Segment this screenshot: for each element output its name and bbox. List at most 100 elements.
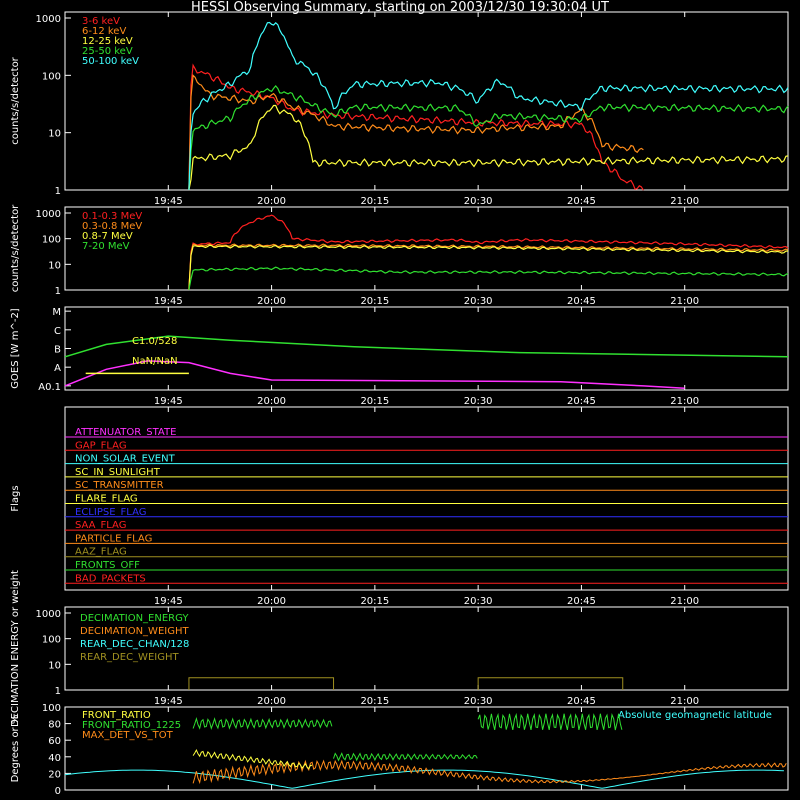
x-tick-label: 20:45 — [567, 396, 596, 407]
x-tick-label: 19:45 — [154, 696, 183, 707]
x-tick-label: 20:45 — [567, 196, 596, 207]
ratio-y-tick-label: 40 — [48, 753, 61, 764]
page-title: HESSI Observing Summary, starting on 200… — [191, 0, 609, 15]
flag-label: ATTENUATOR_STATE — [75, 427, 176, 438]
goes-y-tick-label: A0.1 — [38, 382, 61, 393]
gamma-legend-entry: 0.1-0.3 MeV — [82, 211, 142, 222]
xray-series-3 — [188, 84, 789, 191]
x-tick-label: 19:45 — [154, 296, 183, 307]
gamma-y-tick-label: 10 — [48, 260, 61, 271]
xray-series-1 — [188, 74, 644, 191]
goes-annotation-nan: NaN/NaN — [132, 356, 178, 367]
x-tick-label: 20:15 — [360, 396, 389, 407]
flag-label: ECLIPSE_FLAG — [75, 507, 146, 518]
x-tick-label: 19:45 — [154, 396, 183, 407]
decimation-weight-block — [477, 677, 624, 690]
xray-legend-entry: 25-50 keV — [82, 46, 133, 57]
panel-frame-4 — [64, 606, 789, 691]
x-tick-label: 20:30 — [464, 596, 493, 607]
flag-label: GAP_FLAG — [75, 440, 127, 451]
gamma-y-tick-label: 100 — [42, 235, 61, 246]
xray-legend-entry: 6-12 keV — [82, 26, 126, 37]
flag-label: SC_IN_SUNLIGHT — [75, 467, 161, 478]
x-tick-label: 20:00 — [257, 696, 286, 707]
gamma-y-axis-label: counts/s/detector — [10, 204, 21, 292]
flag-label: FRONTS_OFF — [75, 560, 140, 571]
x-tick-label: 20:45 — [567, 296, 596, 307]
x-tick-label: 21:00 — [670, 596, 699, 607]
gamma-series-1 — [188, 243, 789, 291]
gamma-y-tick-label: 1 — [55, 286, 61, 297]
x-tick-label: 21:00 — [670, 396, 699, 407]
gamma-legend-entry: 0.8-7 MeV — [82, 231, 133, 242]
flag-label: BAD_PACKETS — [75, 573, 146, 584]
ratio-annotation: Absolute geomagnetic latitude — [618, 710, 772, 721]
goes-y-tick-label: B — [54, 345, 61, 356]
x-tick-label: 20:30 — [464, 296, 493, 307]
ratio-y-tick-label: 60 — [48, 736, 61, 747]
gamma-y-tick-label: 1000 — [36, 209, 61, 220]
max-det-vs-tot-series — [192, 759, 787, 785]
ratio-y-tick-label: 0 — [55, 786, 61, 797]
x-tick-label: 20:45 — [567, 596, 596, 607]
ratio-legend-entry: MAX_DET_VS_TOT — [82, 730, 174, 741]
goes-series-1 — [64, 360, 685, 390]
x-tick-label: 21:00 — [670, 696, 699, 707]
xray-series-2 — [188, 104, 789, 191]
x-tick-label: 19:45 — [154, 196, 183, 207]
ratio-y-tick-label: 80 — [48, 720, 61, 731]
decimation-legend-entry: REAR_DEC_CHAN/128 — [80, 639, 189, 650]
flag-label: AAZ_FLAG — [75, 547, 127, 558]
x-tick-label: 20:15 — [360, 296, 389, 307]
decimation-legend-entry: REAR_DEC_WEIGHT — [80, 652, 179, 663]
xray-legend-entry: 3-6 keV — [82, 16, 120, 27]
decimation-weight-block — [188, 677, 335, 690]
goes-annotation-class: C1.0/528 — [132, 336, 177, 347]
x-tick-label: 20:00 — [257, 396, 286, 407]
x-tick-label: 20:15 — [360, 596, 389, 607]
gamma-series-0 — [188, 214, 789, 291]
x-tick-label: 20:45 — [567, 696, 596, 707]
front-ratio-1225-series — [192, 716, 333, 730]
x-tick-label: 20:15 — [360, 196, 389, 207]
gamma-series-2 — [188, 244, 789, 291]
flag-label: SAA_FLAG — [75, 520, 126, 531]
xray-y-tick-label: 1 — [55, 186, 61, 197]
x-tick-label: 20:00 — [257, 596, 286, 607]
front-ratio-1225-series — [333, 752, 478, 762]
gamma-series-3 — [188, 266, 789, 291]
front-ratio-series — [192, 748, 313, 770]
ratio-y-tick-label: 20 — [48, 769, 61, 780]
panel-frame-5 — [64, 706, 789, 791]
panel-frame-2 — [64, 306, 789, 391]
xray-series-4 — [188, 21, 789, 191]
panel-frame-0 — [64, 11, 789, 191]
gamma-legend-entry: 0.3-0.8 MeV — [82, 221, 142, 232]
x-tick-label: 20:30 — [464, 396, 493, 407]
decimation-y-tick-label: 100 — [42, 635, 61, 646]
x-tick-label: 21:00 — [670, 296, 699, 307]
xray-y-tick-label: 100 — [42, 71, 61, 82]
goes-y-tick-label: M — [52, 307, 61, 318]
flag-label: NON_SOLAR_EVENT — [75, 454, 176, 465]
decimation-y-tick-label: 1 — [55, 686, 61, 697]
latitude-curve — [64, 769, 784, 789]
xray-y-tick-label: 10 — [48, 129, 61, 140]
goes-y-axis-label: GOES [W m^-2] — [10, 308, 21, 389]
goes-series-0 — [64, 335, 789, 358]
xray-series-0 — [188, 63, 644, 191]
x-tick-label: 20:00 — [257, 296, 286, 307]
gamma-legend-entry: 7-20 MeV — [82, 241, 130, 252]
decimation-y-axis-label: DECIMATION ENERGY or weight — [10, 570, 21, 727]
decimation-y-tick-label: 10 — [48, 660, 61, 671]
x-tick-label: 21:00 — [670, 196, 699, 207]
xray-legend-entry: 12-25 keV — [82, 36, 133, 47]
xray-y-tick-label: 1000 — [36, 14, 61, 25]
ratio-legend-entry: FRONT_RATIO_1225 — [82, 720, 181, 731]
decimation-legend-entry: DECIMATION_WEIGHT — [80, 626, 189, 637]
flag-label: FLARE_FLAG — [75, 494, 138, 505]
x-tick-label: 20:30 — [464, 196, 493, 207]
xray-y-axis-label: counts/s/detector — [10, 56, 21, 144]
flags-y-axis-label: Flags — [10, 485, 21, 511]
